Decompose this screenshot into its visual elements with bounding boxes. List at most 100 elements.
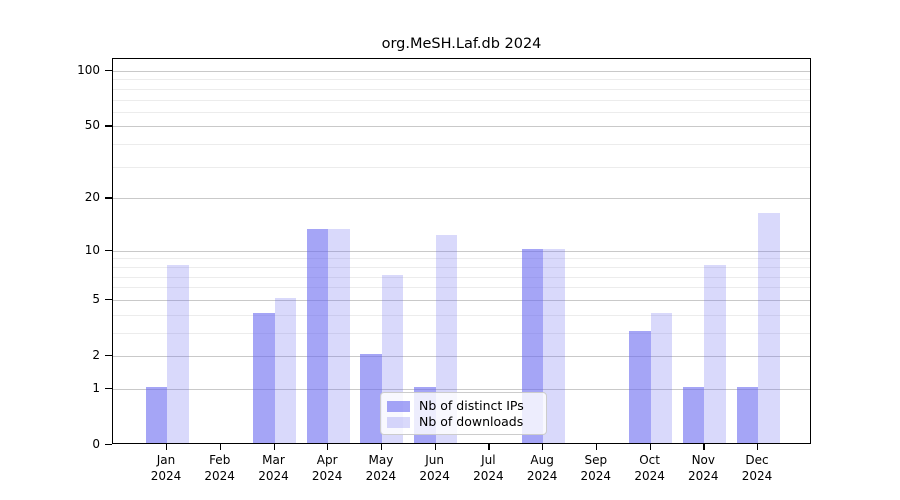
x-tick-year: 2024: [311, 468, 343, 483]
bar-downloads-nov: [704, 264, 726, 443]
major-gridline: [113, 71, 810, 72]
x-tick-mark: [595, 444, 598, 450]
x-tick-mark: [649, 444, 651, 450]
x-tick-year: 2024: [419, 468, 450, 483]
x-tick-label-dec: Dec 2024: [727, 453, 787, 484]
minor-gridline: [113, 88, 810, 90]
y-tick-label: 0: [92, 437, 100, 451]
y-tick-label: 1: [92, 380, 100, 395]
bar-distinct-ips-apr: [306, 229, 329, 443]
x-tick-mark: [434, 444, 436, 450]
minor-gridline: [113, 332, 810, 334]
minor-gridline: [113, 314, 810, 316]
bar-distinct-ips-jan: [145, 386, 167, 443]
legend-label-distinct-ips: Nb of distinct IPs: [419, 398, 524, 413]
x-tick-mark: [166, 444, 168, 450]
x-tick-year: 2024: [580, 468, 612, 483]
bar-downloads-aug: [543, 248, 565, 443]
x-tick-year: 2024: [473, 468, 504, 483]
bar-downloads-apr: [328, 229, 350, 443]
legend-item-distinct-ips: Nb of distinct IPs: [387, 398, 540, 414]
x-tick-year: 2024: [741, 468, 773, 483]
x-tick-label-may: May 2024: [351, 453, 411, 484]
y-tick-label: 2: [92, 348, 100, 362]
bar-downloads-dec: [758, 213, 780, 443]
legend-swatch-distinct-ips: [387, 400, 410, 412]
x-tick-label-mar: Mar 2024: [244, 453, 304, 484]
y-tick-mark: [105, 355, 112, 357]
x-tick-year: 2024: [634, 468, 665, 483]
x-tick-month: Mar: [262, 453, 285, 467]
major-gridline: [113, 388, 810, 390]
major-gridline: [113, 126, 810, 128]
y-tick-mark: [105, 387, 112, 390]
plot-area: [112, 58, 811, 444]
bar-distinct-ips-oct: [629, 330, 651, 443]
x-tick-mark: [380, 444, 383, 450]
major-gridline: [113, 198, 810, 200]
x-tick-month: Jun: [425, 453, 444, 467]
bar-distinct-ips-nov: [682, 386, 705, 443]
legend: Nb of distinct IPs Nb of downloads: [380, 392, 547, 435]
bar-distinct-ips-mar: [253, 312, 275, 443]
y-tick-mark: [105, 444, 112, 446]
x-tick-mark: [327, 444, 329, 450]
y-tick-label: 5: [92, 291, 100, 306]
bar-downloads-jun: [435, 235, 458, 443]
y-tick-label: 10: [84, 242, 100, 257]
x-tick-month: Apr: [316, 453, 338, 467]
x-tick-label-aug: Aug 2024: [512, 453, 572, 484]
y-tick-label: 20: [84, 190, 100, 205]
minor-gridline: [113, 99, 810, 101]
x-tick-month: Aug: [530, 453, 554, 467]
x-tick-label-oct: Oct 2024: [620, 453, 680, 484]
x-tick-label-sep: Sep 2024: [566, 453, 626, 484]
bar-distinct-ips-dec: [736, 386, 758, 443]
x-tick-mark: [757, 444, 759, 450]
x-tick-month: Feb: [209, 453, 231, 467]
x-tick-mark: [273, 444, 275, 450]
minor-gridline: [113, 258, 810, 260]
x-tick-year: 2024: [526, 468, 558, 483]
x-tick-label-feb: Feb 2024: [190, 453, 250, 484]
y-tick-label: 50: [84, 118, 100, 133]
legend-item-downloads: Nb of downloads: [387, 414, 540, 430]
x-tick-month: Jul: [481, 453, 496, 467]
x-tick-mark: [488, 444, 490, 450]
minor-gridline: [113, 166, 810, 168]
x-tick-month: Jan: [156, 453, 176, 467]
x-tick-label-apr: Apr 2024: [297, 453, 357, 484]
y-tick-mark: [105, 197, 112, 199]
x-tick-month: Oct: [639, 453, 660, 467]
x-tick-year: 2024: [150, 468, 182, 483]
minor-gridline: [113, 276, 810, 278]
x-tick-month: Nov: [691, 453, 715, 467]
y-tick-mark: [105, 298, 112, 301]
legend-swatch-downloads: [387, 416, 410, 428]
x-tick-month: Sep: [584, 453, 608, 467]
x-tick-label-jun: Jun 2024: [405, 453, 465, 484]
minor-gridline: [113, 287, 810, 289]
x-tick-year: 2024: [688, 468, 719, 483]
major-gridline: [113, 250, 810, 252]
bar-downloads-mar: [274, 297, 296, 443]
x-tick-year: 2024: [204, 468, 235, 483]
major-gridline: [113, 356, 810, 357]
x-tick-month: May: [368, 453, 394, 467]
x-tick-mark: [703, 444, 705, 450]
y-tick-mark: [105, 249, 112, 251]
x-tick-label-jul: Jul 2024: [458, 453, 518, 484]
bar-distinct-ips-may: [360, 354, 382, 443]
y-tick-mark: [105, 125, 112, 127]
y-tick-label: 100: [77, 63, 100, 77]
x-tick-year: 2024: [365, 468, 397, 483]
bar-downloads-jan: [167, 264, 189, 443]
x-tick-year: 2024: [258, 468, 289, 483]
major-gridline: [113, 299, 810, 301]
x-tick-label-nov: Nov 2024: [673, 453, 733, 484]
x-tick-month: Dec: [745, 453, 769, 467]
legend-label-downloads: Nb of downloads: [419, 414, 524, 429]
minor-gridline: [113, 266, 810, 268]
x-tick-mark: [219, 444, 221, 450]
